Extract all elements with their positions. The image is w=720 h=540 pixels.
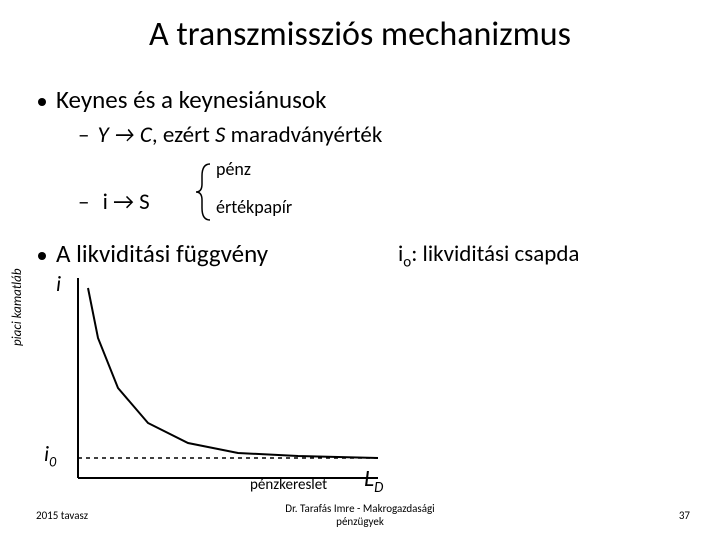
yc-rest: maradványérték xyxy=(225,121,382,149)
slide-title: A transzmissziós mechanizmus xyxy=(0,14,720,55)
bullet-level1-likviditasi: A likviditási függvény xyxy=(38,238,268,269)
dash-icon: – xyxy=(78,121,89,149)
yc-s: S xyxy=(215,121,225,149)
footer-author: Dr. Tarafás Imre - Makrogazdasági pénzüg… xyxy=(0,502,720,528)
slide-number: 37 xyxy=(679,509,690,522)
y-axis-rotated-label: piaci kamatláb xyxy=(10,268,25,346)
bullet-level2-yc: –Y → C, ezért S maradványérték xyxy=(78,121,382,149)
is-text: i → S xyxy=(103,188,150,216)
brace-label-penz: pénz xyxy=(216,158,251,180)
ld-label: LD xyxy=(364,464,383,497)
dash-icon: – xyxy=(78,188,89,216)
slide: A transzmissziós mechanizmus Keynes és a… xyxy=(0,0,720,540)
footer-line2: pénzügyek xyxy=(336,515,384,528)
liquidity-trap-label: io: likviditási csapda xyxy=(398,240,579,272)
bullet-level1-keynes: Keynes és a keynesiánusok xyxy=(38,84,326,115)
liquidity-chart xyxy=(68,268,428,488)
i0-sub: 0 xyxy=(49,453,56,470)
ld-sub: D xyxy=(374,479,383,497)
ld-l: L xyxy=(364,464,374,493)
i0-label: i0 xyxy=(44,440,56,470)
trap-text: : likviditási csapda xyxy=(411,240,579,268)
y-axis-label-i: i xyxy=(56,270,61,297)
bullet1-text: Keynes és a keynesiánusok xyxy=(56,84,326,115)
bullet-dot-icon xyxy=(38,98,46,106)
x-axis-label: pénzkereslet xyxy=(250,476,327,494)
bullet-level2-is: – i → S xyxy=(78,188,150,216)
chart-svg xyxy=(68,268,428,488)
bullet-dot-icon xyxy=(38,252,46,260)
bullet3-text: A likviditási függvény xyxy=(56,238,268,269)
brace-icon xyxy=(196,162,216,222)
yc-suffix: , ezért xyxy=(152,121,215,149)
yc-italic: Y → C xyxy=(97,121,151,149)
brace-label-ertekpapir: értékpapír xyxy=(216,196,292,218)
footer-line1: Dr. Tarafás Imre - Makrogazdasági xyxy=(285,502,434,515)
